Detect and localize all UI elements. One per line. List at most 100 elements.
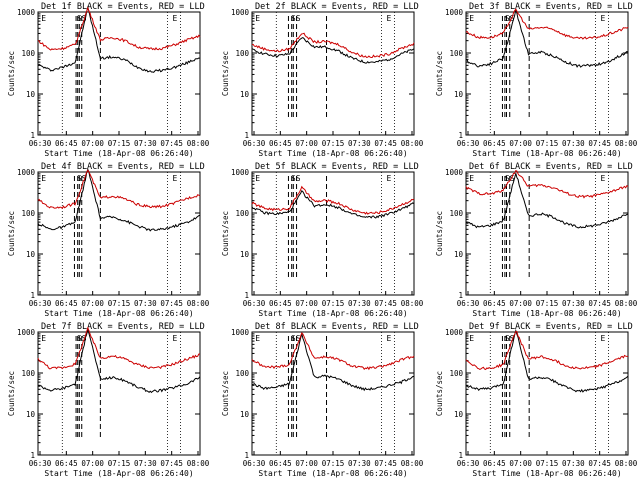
x-tick-label: 07:00 bbox=[509, 299, 532, 308]
event-marker: E bbox=[600, 334, 605, 343]
y-tick-label: 1 bbox=[244, 291, 249, 300]
x-tick-label: 06:30 bbox=[29, 459, 52, 468]
x-tick-label: 06:30 bbox=[29, 139, 52, 148]
x-tick-label: 07:30 bbox=[134, 299, 157, 308]
x-tick-label: 07:45 bbox=[374, 459, 397, 468]
chart-title: Det 3f BLACK = Events, RED = LLD bbox=[469, 2, 633, 12]
y-tick-label: 10 bbox=[240, 90, 250, 99]
y-axis-label: Counts/sec bbox=[435, 211, 444, 256]
event-marker: E bbox=[41, 14, 46, 23]
series-line-events bbox=[251, 37, 415, 64]
event-marker: E bbox=[172, 174, 177, 183]
y-tick-label: 1000 bbox=[17, 328, 36, 337]
y-tick-label: 1 bbox=[30, 291, 35, 300]
x-tick-label: 07:45 bbox=[160, 459, 183, 468]
y-axis-label: Counts/sec bbox=[221, 211, 230, 256]
event-marker: E bbox=[172, 14, 177, 23]
y-tick-label: 1000 bbox=[231, 168, 250, 177]
x-tick-label: 08:00 bbox=[401, 299, 424, 308]
y-axis-label: Counts/sec bbox=[7, 51, 16, 96]
x-axis-label: Start Time (18-Apr-08 06:26:40) bbox=[258, 309, 407, 318]
x-tick-label: 08:00 bbox=[615, 299, 638, 308]
chart-panel-8: Det 8f BLACK = Events, RED = LLD 1 10 100 10… bbox=[221, 322, 424, 478]
y-tick-label: 1 bbox=[30, 451, 35, 460]
event-marker: E bbox=[255, 334, 260, 343]
event-marker: E bbox=[386, 174, 391, 183]
event-marker: SS bbox=[505, 174, 515, 183]
x-tick-label: 08:00 bbox=[187, 139, 210, 148]
x-tick-label: 07:30 bbox=[134, 139, 157, 148]
y-tick-label: 1000 bbox=[445, 168, 464, 177]
series-line-events bbox=[251, 331, 414, 392]
series-line-events bbox=[251, 190, 415, 219]
y-tick-label: 1000 bbox=[445, 8, 464, 17]
series-line-lld bbox=[465, 169, 629, 199]
chart-title: Det 5f BLACK = Events, RED = LLD bbox=[255, 162, 419, 172]
y-tick-label: 10 bbox=[454, 250, 464, 259]
chart-panel-2: Det 2f BLACK = Events, RED = LLD 1 10 100 10… bbox=[221, 2, 424, 158]
y-tick-label: 100 bbox=[21, 209, 35, 218]
y-tick-label: 1 bbox=[458, 131, 463, 140]
x-tick-label: 06:30 bbox=[29, 299, 52, 308]
chart-panel-9: Det 9f BLACK = Events, RED = LLD 1 10 100 10… bbox=[435, 322, 638, 478]
x-tick-label: 07:30 bbox=[134, 459, 157, 468]
y-tick-label: 100 bbox=[235, 369, 249, 378]
event-marker: E bbox=[469, 174, 474, 183]
y-tick-label: 1 bbox=[458, 451, 463, 460]
x-tick-label: 06:45 bbox=[55, 299, 78, 308]
x-axis-label: Start Time (18-Apr-08 06:26:40) bbox=[472, 469, 621, 478]
y-tick-label: 10 bbox=[26, 90, 36, 99]
chart-panel-4: Det 4f BLACK = Events, RED = LLD 1 10 100 10… bbox=[7, 162, 210, 318]
chart-title: Det 6f BLACK = Events, RED = LLD bbox=[469, 162, 633, 172]
event-marker: E bbox=[469, 334, 474, 343]
event-marker: E bbox=[469, 14, 474, 23]
series-line-events bbox=[37, 167, 201, 232]
chart-panel-3: Det 3f BLACK = Events, RED = LLD 1 10 100 10… bbox=[435, 2, 638, 158]
y-tick-label: 1 bbox=[30, 131, 35, 140]
x-tick-label: 07:45 bbox=[374, 139, 397, 148]
series-line-lld bbox=[251, 185, 415, 215]
event-marker: E bbox=[386, 14, 391, 23]
y-axis-label: Counts/sec bbox=[435, 51, 444, 96]
event-marker: E bbox=[172, 334, 177, 343]
y-axis-label: Counts/sec bbox=[435, 371, 444, 416]
event-marker: SS bbox=[291, 14, 301, 23]
event-marker: SS bbox=[291, 174, 301, 183]
x-tick-label: 06:30 bbox=[243, 459, 266, 468]
y-tick-label: 1 bbox=[458, 291, 463, 300]
x-tick-label: 07:00 bbox=[509, 459, 532, 468]
x-axis-label: Start Time (18-Apr-08 06:26:40) bbox=[258, 469, 407, 478]
y-tick-label: 100 bbox=[449, 49, 463, 58]
x-tick-label: 06:30 bbox=[457, 299, 480, 308]
x-tick-label: 06:30 bbox=[457, 139, 480, 148]
event-marker: E bbox=[386, 334, 391, 343]
x-tick-label: 07:30 bbox=[348, 299, 371, 308]
y-tick-label: 100 bbox=[235, 49, 249, 58]
x-tick-label: 07:00 bbox=[295, 299, 318, 308]
x-tick-label: 07:15 bbox=[322, 139, 345, 148]
x-tick-label: 07:45 bbox=[588, 139, 611, 148]
x-tick-label: 07:30 bbox=[562, 139, 585, 148]
x-tick-label: 06:30 bbox=[243, 139, 266, 148]
y-axis-label: Counts/sec bbox=[7, 371, 16, 416]
chart-panel-5: Det 5f BLACK = Events, RED = LLD 1 10 100 10… bbox=[221, 162, 424, 318]
series-line-events bbox=[465, 173, 629, 229]
x-tick-label: 06:45 bbox=[483, 139, 506, 148]
chart-title: Det 9f BLACK = Events, RED = LLD bbox=[469, 322, 633, 332]
x-tick-label: 08:00 bbox=[615, 139, 638, 148]
y-tick-label: 100 bbox=[449, 369, 463, 378]
event-marker: SS bbox=[77, 14, 87, 23]
x-tick-label: 07:15 bbox=[108, 139, 131, 148]
x-tick-label: 08:00 bbox=[401, 459, 424, 468]
chart-title: Det 1f BLACK = Events, RED = LLD bbox=[41, 2, 205, 12]
y-tick-label: 100 bbox=[21, 49, 35, 58]
series-line-lld bbox=[37, 169, 201, 210]
event-marker: SS bbox=[77, 174, 87, 183]
y-tick-label: 1000 bbox=[17, 168, 36, 177]
y-tick-label: 100 bbox=[235, 209, 249, 218]
x-tick-label: 06:30 bbox=[243, 299, 266, 308]
x-tick-label: 07:30 bbox=[348, 139, 371, 148]
series-line-lld bbox=[251, 32, 415, 59]
x-axis-label: Start Time (18-Apr-08 06:26:40) bbox=[472, 309, 621, 318]
